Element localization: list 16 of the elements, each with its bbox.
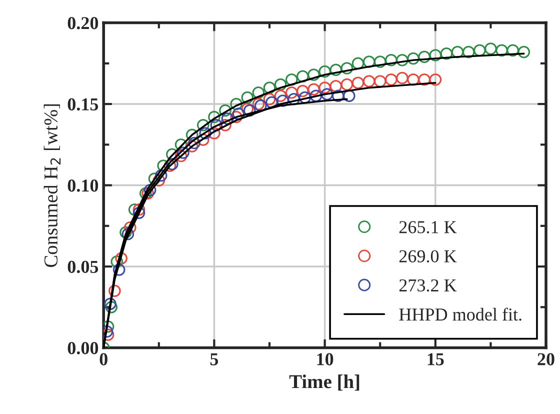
- y-tick-label: 0.20: [68, 17, 98, 30]
- legend-label: 265.1 K: [399, 221, 457, 234]
- legend-label: 269.0 K: [399, 250, 457, 262]
- x-axis-title: Time [h]: [289, 374, 360, 391]
- x-tick-label: 10: [317, 353, 334, 366]
- x-tick-label: 0: [100, 353, 108, 366]
- y-axis-title: Consumed H$_{2}$ [wt%]: [44, 104, 61, 268]
- y-tick-label: 0.00: [68, 342, 98, 354]
- y-tick-label: 0.10: [68, 180, 98, 192]
- y-tick-label: 0.15: [68, 98, 98, 111]
- x-tick-label: 5: [210, 353, 218, 366]
- x-tick-label: 15: [428, 353, 444, 366]
- legend-label: 273.2 K: [399, 279, 457, 292]
- x-tick-label: 20: [538, 353, 554, 366]
- legend-label: HHPD model fit.: [399, 308, 522, 321]
- y-tick-label: 0.05: [68, 260, 98, 274]
